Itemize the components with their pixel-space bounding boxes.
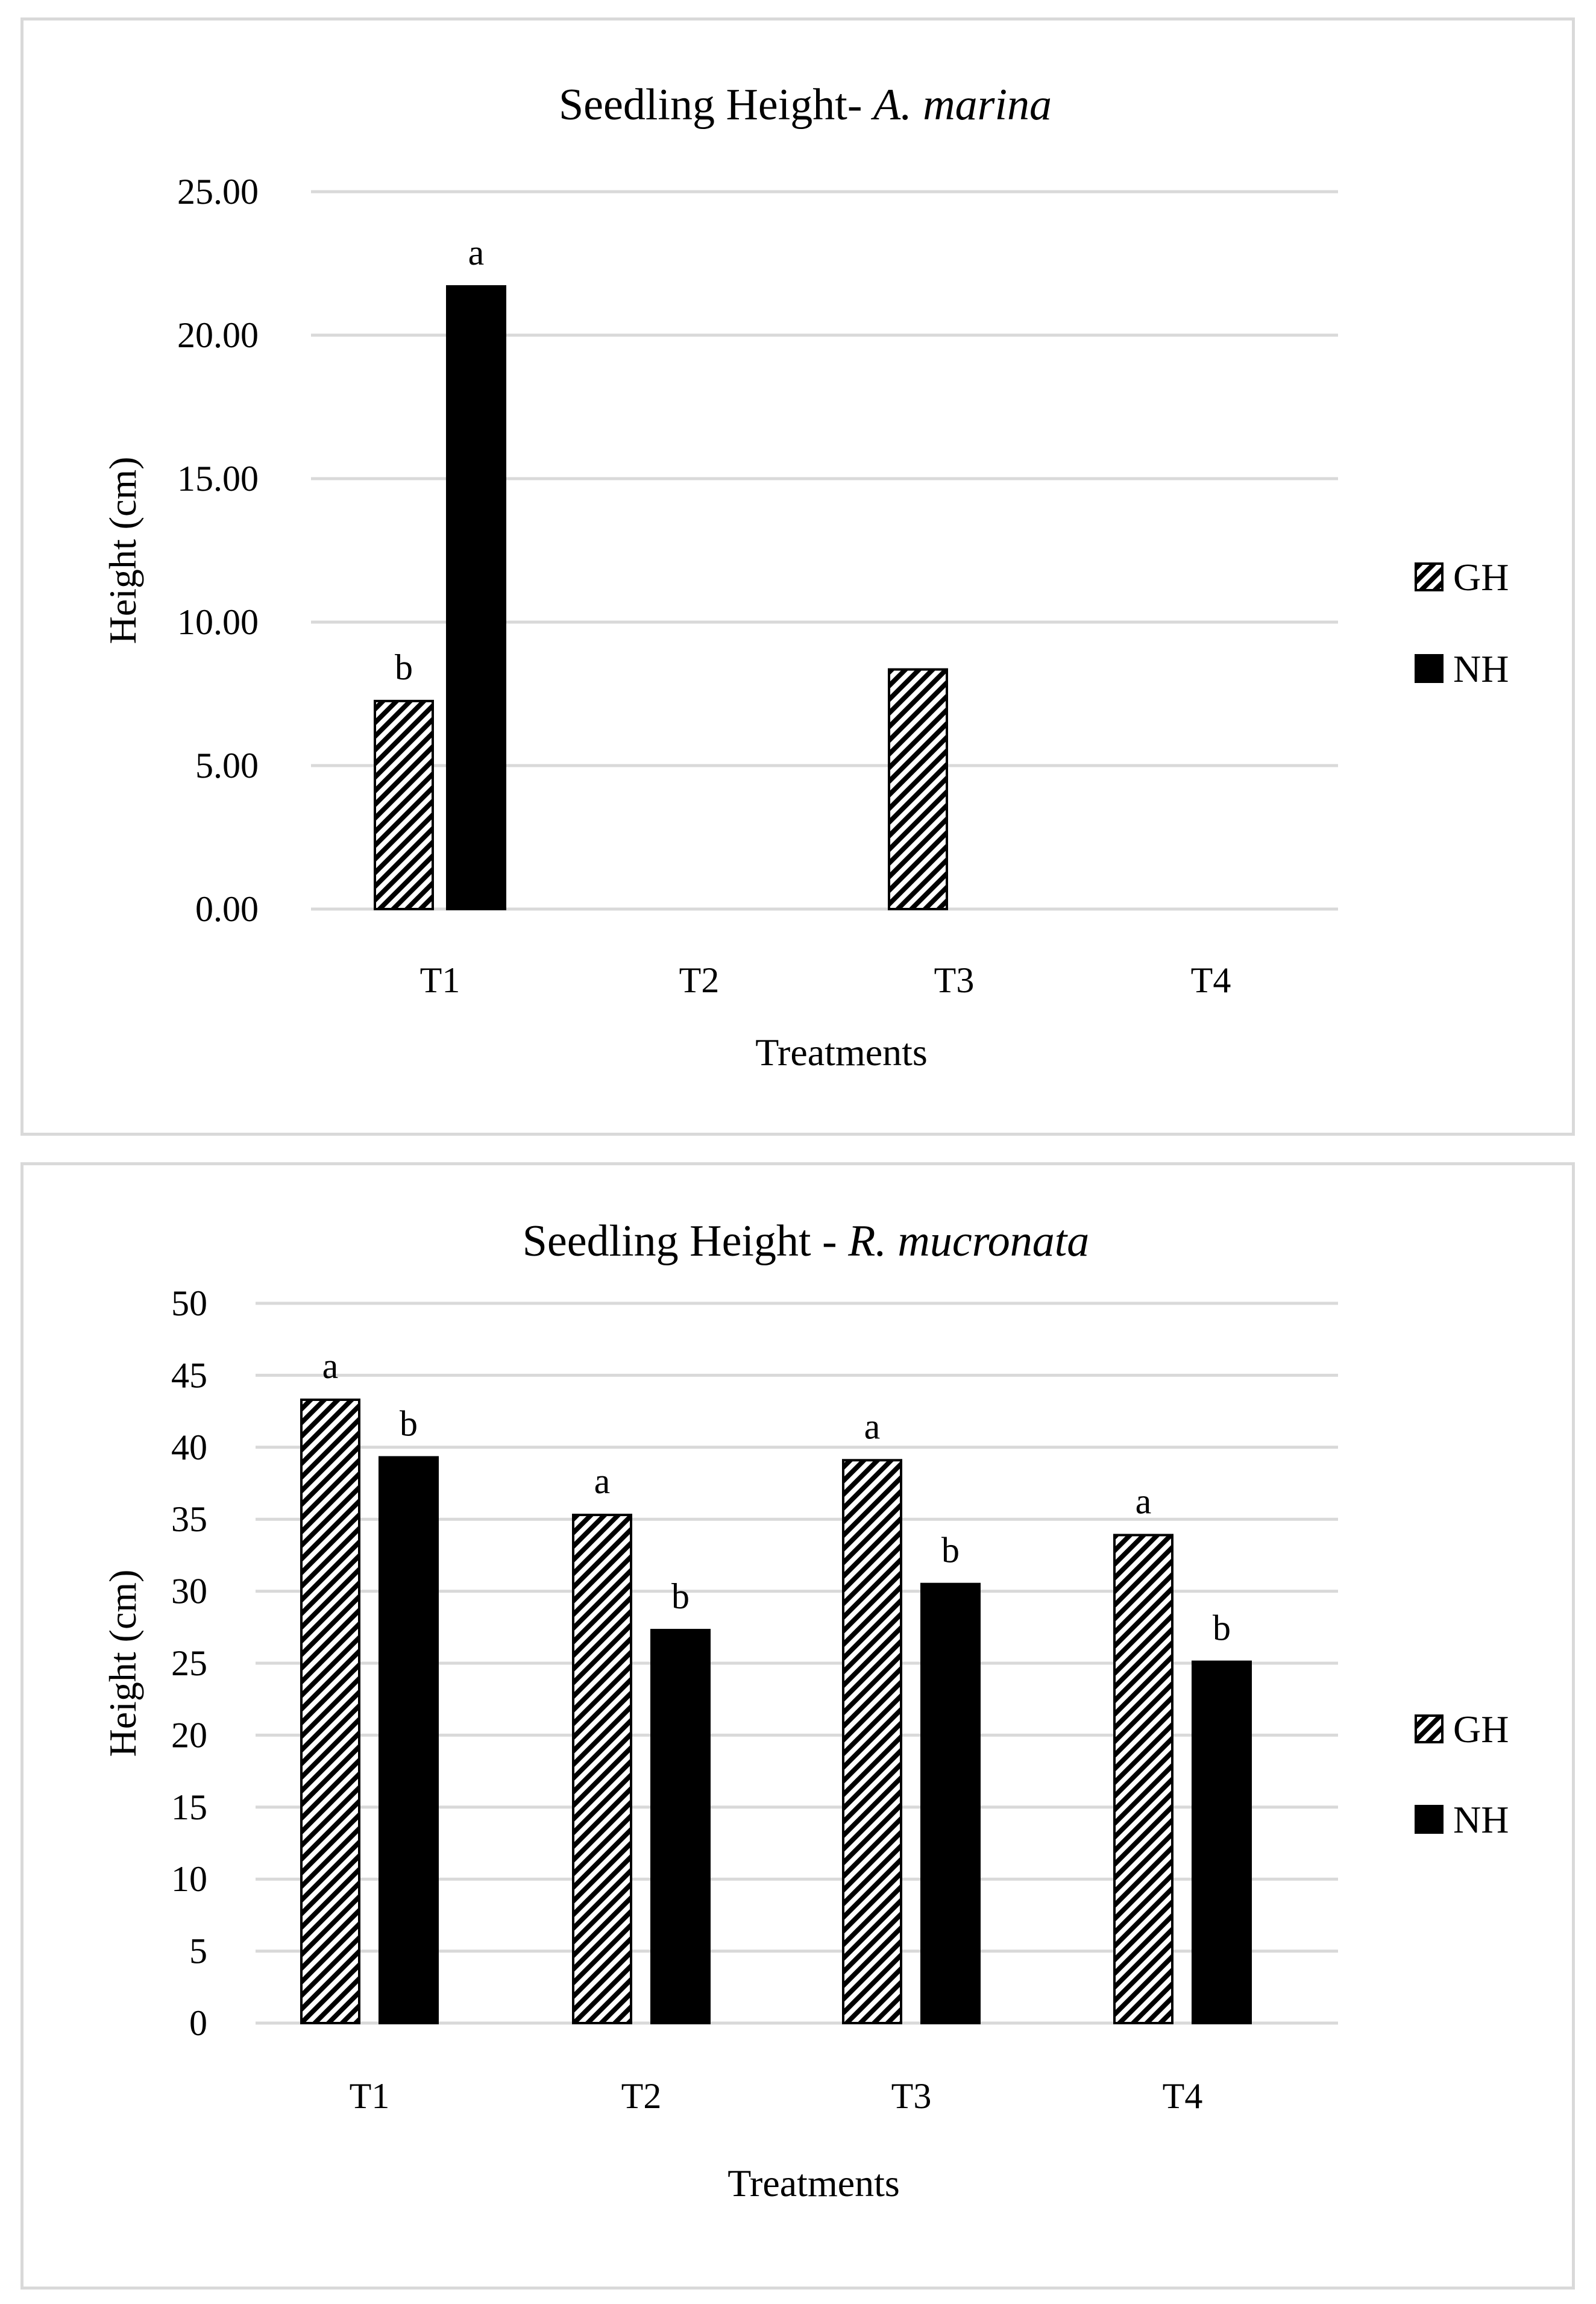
y-tick-label: 30 bbox=[171, 1572, 207, 1611]
bar-nh-t4 bbox=[1192, 1660, 1252, 2024]
significance-label: b bbox=[941, 1531, 960, 1570]
bar-chart-1: Seedling Height- A. marina 0.00 5.00 10.00 1… bbox=[101, 80, 1509, 1074]
chart-panel-a-marina: Seedling Height- A. marina 0.00 5.00 10.00 1… bbox=[20, 17, 1575, 1136]
bar-gh-t1 bbox=[300, 1398, 360, 2025]
chart-panel-r-mucronata: Seedling Height - R. mucronata 0 5 10 15 20 25… bbox=[20, 1162, 1575, 2290]
significance-label: a bbox=[1136, 1481, 1152, 1521]
y-tick-label: 5.00 bbox=[195, 746, 259, 785]
legend-label-nh: NH bbox=[1453, 647, 1509, 690]
bar-nh-t1 bbox=[446, 285, 506, 911]
legend-swatch-nh bbox=[1415, 1805, 1444, 1834]
significance-label: a bbox=[322, 1346, 339, 1386]
y-tick-label: 45 bbox=[171, 1355, 207, 1395]
x-tick-label: T4 bbox=[1191, 960, 1231, 1000]
x-tick-label: T4 bbox=[1163, 2076, 1203, 2116]
significance-label: a bbox=[468, 233, 485, 272]
significance-label: b bbox=[1213, 1608, 1231, 1648]
x-axis-label: Treatments bbox=[755, 1031, 928, 1074]
significance-label: b bbox=[671, 1576, 690, 1616]
x-tick-label: T2 bbox=[621, 2076, 662, 2116]
legend-label-gh: GH bbox=[1453, 1708, 1509, 1751]
y-tick-label: 10.00 bbox=[177, 602, 259, 642]
y-tick-label: 15.00 bbox=[177, 459, 259, 499]
significance-label: b bbox=[400, 1404, 418, 1444]
x-tick-label: T2 bbox=[679, 960, 720, 1000]
chart-title: Seedling Height- A. marina bbox=[559, 80, 1052, 130]
chart-title: Seedling Height - R. mucronata bbox=[523, 1217, 1090, 1266]
x-axis-label: Treatments bbox=[727, 2162, 900, 2205]
y-tick-label: 0 bbox=[189, 2003, 207, 2043]
bar-gh-t2 bbox=[572, 1514, 632, 2024]
y-tick-label: 25 bbox=[171, 1643, 207, 1683]
x-tick-label: T3 bbox=[934, 960, 975, 1000]
y-tick-label: 35 bbox=[171, 1499, 207, 1539]
y-tick-label: 15 bbox=[171, 1787, 207, 1827]
bar-gh-t3 bbox=[842, 1459, 902, 2024]
bar-gh-t3 bbox=[888, 668, 948, 911]
y-tick-label: 25.00 bbox=[177, 172, 259, 212]
y-tick-label: 20.00 bbox=[177, 315, 259, 355]
legend-label-gh: GH bbox=[1453, 556, 1509, 599]
y-tick-label: 20 bbox=[171, 1715, 207, 1755]
significance-label: b bbox=[395, 647, 413, 687]
y-axis-label: Height (cm) bbox=[101, 457, 144, 644]
legend-swatch-gh bbox=[1415, 562, 1444, 591]
x-tick-label: T1 bbox=[420, 960, 460, 1000]
y-tick-label: 50 bbox=[171, 1283, 207, 1323]
bar-chart-2: Seedling Height - R. mucronata 0 5 10 15 20 25… bbox=[101, 1217, 1509, 2205]
significance-label: a bbox=[594, 1461, 611, 1501]
bar-gh-t4 bbox=[1113, 1534, 1173, 2024]
y-tick-label: 0.00 bbox=[195, 889, 259, 929]
y-tick-label: 40 bbox=[171, 1427, 207, 1467]
y-tick-label: 10 bbox=[171, 1859, 207, 1899]
bar-nh-t3 bbox=[920, 1582, 981, 2024]
y-tick-label: 5 bbox=[189, 1931, 207, 1971]
significance-label: a bbox=[864, 1406, 881, 1446]
legend-swatch-nh bbox=[1415, 654, 1444, 683]
x-tick-label: T1 bbox=[350, 2076, 390, 2116]
bar-nh-t1 bbox=[379, 1456, 439, 2024]
y-axis-label: Height (cm) bbox=[101, 1570, 144, 1757]
legend-label-nh: NH bbox=[1453, 1798, 1509, 1841]
bar-gh-t1 bbox=[374, 699, 434, 911]
x-tick-label: T3 bbox=[891, 2076, 932, 2116]
bar-nh-t2 bbox=[650, 1629, 711, 2024]
legend-swatch-gh bbox=[1415, 1714, 1444, 1743]
